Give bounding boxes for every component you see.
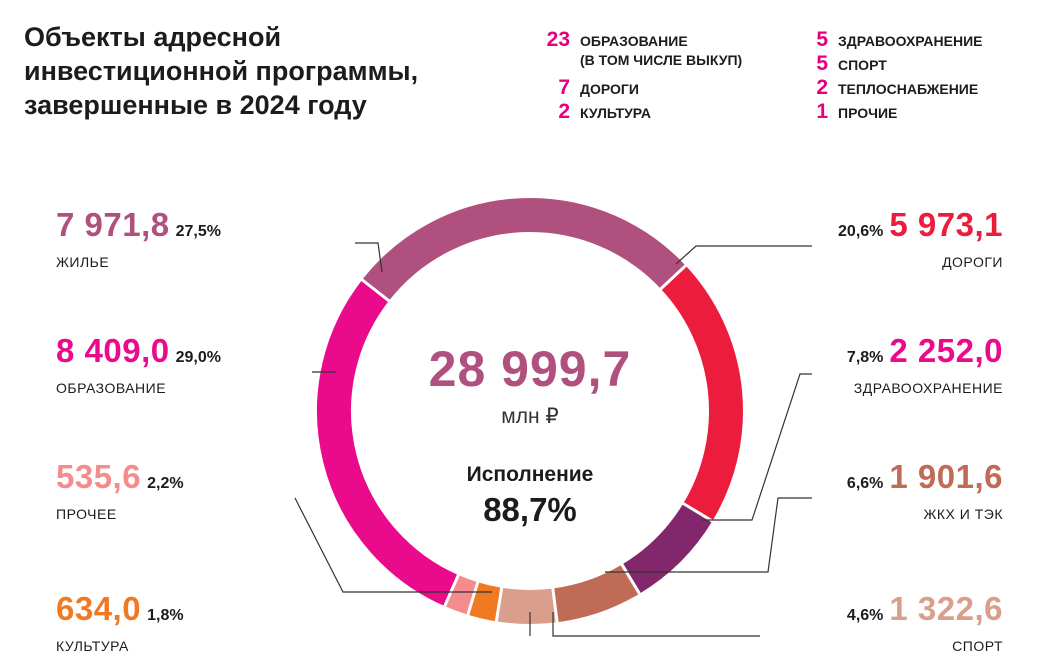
data-label-housing: 7 971,8 27,5% ЖИЛЬЕ: [56, 206, 227, 270]
leader-line-sport: [552, 612, 760, 637]
legend-label: КУЛЬТУРА: [580, 105, 652, 121]
donut-center: 28 999,7 млн ₽ Исполнение 88,7%: [380, 340, 680, 529]
value-sport: 1 322,6: [889, 590, 1003, 627]
leader-line-housing: [355, 242, 383, 273]
legend-item-roads: 7 ДОРОГИ: [540, 76, 742, 100]
slice-sport: [496, 587, 558, 624]
category-other: ПРОЧЕЕ: [56, 506, 117, 522]
data-label-education: 8 409,0 29,0% ОБРАЗОВАНИЕ: [56, 332, 227, 396]
legend-item-health: 5 ЗДРАВООХРАНЕНИЕ: [798, 28, 982, 52]
legend-label: СПОРТ: [838, 57, 887, 73]
leader-lines: [294, 242, 812, 637]
data-label-health: 7,8% 2 252,0 ЗДРАВООХРАНЕНИЕ: [841, 332, 1003, 396]
slice-housing: [362, 198, 686, 301]
execution-label: Исполнение: [466, 463, 594, 486]
data-label-sport: 4,6% 1 322,6 СПОРТ: [841, 590, 1003, 654]
slice-separator-education: [442, 573, 461, 608]
leader-line-other: [294, 497, 492, 593]
legend-item-heating: 2 ТЕПЛОСНАБЖЕНИЕ: [798, 76, 982, 100]
slice-roads: [660, 265, 743, 522]
legend-label: ОБРАЗОВАНИЕ: [580, 33, 688, 49]
legend-label: ДОРОГИ: [580, 81, 639, 97]
legend-item-education: 23 ОБРАЗОВАНИЕ: [540, 28, 742, 52]
legend-sublabel: (В ТОМ ЧИСЛЕ ВЫКУП): [580, 52, 743, 68]
title-line-1: Объекты адресной: [24, 22, 282, 52]
legend-left: 23 ОБРАЗОВАНИЕ (В ТОМ ЧИСЛЕ ВЫКУП) 7 ДОР…: [540, 28, 743, 124]
legend-item-education-sub: (В ТОМ ЧИСЛЕ ВЫКУП): [540, 52, 742, 76]
slice-separator-roads: [659, 263, 688, 291]
title-line-2: инвестиционной программы,: [24, 56, 419, 86]
percent-other: 2,2%: [147, 475, 184, 492]
percent-culture: 1,8%: [147, 607, 184, 624]
category-sport: СПОРТ: [952, 638, 1003, 654]
slice-separator-culture: [494, 586, 504, 623]
donut-slices: [317, 198, 743, 624]
slice-health: [621, 503, 713, 594]
percent-health: 7,8%: [846, 349, 884, 366]
category-housing: ЖИЛЬЕ: [56, 254, 110, 270]
slice-separator-housing: [360, 278, 391, 303]
legend-label: ПРОЧИЕ: [838, 105, 898, 121]
value-education: 8 409,0: [56, 332, 170, 369]
legend-count: 7: [558, 76, 570, 99]
data-label-utilities: 6,6% 1 901,6 ЖКХ И ТЭК: [841, 458, 1003, 522]
category-culture: КУЛЬТУРА: [56, 638, 129, 654]
leader-line-roads: [675, 245, 812, 265]
percent-education: 29,0%: [175, 349, 221, 366]
total-value: 28 999,7: [428, 341, 632, 397]
value-housing: 7 971,8: [56, 206, 170, 243]
legend-label: ЗДРАВООХРАНЕНИЕ: [838, 33, 983, 49]
data-label-roads: 20,6% 5 973,1 ДОРОГИ: [832, 206, 1003, 270]
legend-count: 5: [816, 52, 828, 75]
slice-separator-health: [681, 501, 714, 523]
slice-culture: [467, 582, 502, 622]
percent-housing: 27,5%: [175, 223, 221, 240]
slice-separator-sport: [551, 587, 559, 624]
value-roads: 5 973,1: [889, 206, 1003, 243]
category-health: ЗДРАВООХРАНЕНИЕ: [853, 380, 1003, 396]
category-roads: ДОРОГИ: [942, 254, 1003, 270]
value-utilities: 1 901,6: [889, 458, 1003, 495]
chart-title: Объекты адресной инвестиционной программ…: [24, 20, 494, 122]
legend-item-sport: 5 СПОРТ: [798, 52, 982, 76]
execution-value: 88,7%: [483, 491, 577, 528]
category-utilities: ЖКХ И ТЭК: [923, 506, 1003, 522]
value-health: 2 252,0: [889, 332, 1003, 369]
title-line-3: завершенные в 2024 году: [24, 90, 367, 120]
legend-item-misc: 1 ПРОЧИЕ: [798, 100, 982, 124]
legend-count: 2: [816, 76, 828, 99]
data-label-culture: 634,0 1,8% КУЛЬТУРА: [56, 590, 190, 654]
value-culture: 634,0: [56, 590, 142, 627]
total-unit: млн ₽: [501, 405, 559, 428]
percent-sport: 4,6%: [846, 607, 884, 624]
data-label-other: 535,6 2,2% ПРОЧЕЕ: [56, 458, 190, 522]
leader-line-health: [702, 373, 812, 521]
slice-separator-other: [466, 580, 480, 617]
legend-label: ТЕПЛОСНАБЖЕНИЕ: [838, 81, 979, 97]
value-other: 535,6: [56, 458, 142, 495]
percent-utilities: 6,6%: [846, 475, 884, 492]
percent-roads: 20,6%: [838, 223, 884, 240]
legend-right: 5 ЗДРАВООХРАНЕНИЕ 5 СПОРТ 2 ТЕПЛОСНАБЖЕН…: [798, 28, 982, 124]
legend-item-culture: 2 КУЛЬТУРА: [540, 100, 742, 124]
slice-utilities: [552, 564, 640, 623]
category-education: ОБРАЗОВАНИЕ: [56, 380, 167, 396]
legend-count: 1: [816, 100, 828, 123]
legend-count: 23: [546, 28, 570, 51]
legend-count: 2: [558, 100, 570, 123]
slice-separator-utilities: [620, 562, 642, 596]
legend-count: 5: [816, 28, 828, 51]
leader-line-utilities: [605, 497, 812, 573]
slice-education: [317, 279, 459, 607]
